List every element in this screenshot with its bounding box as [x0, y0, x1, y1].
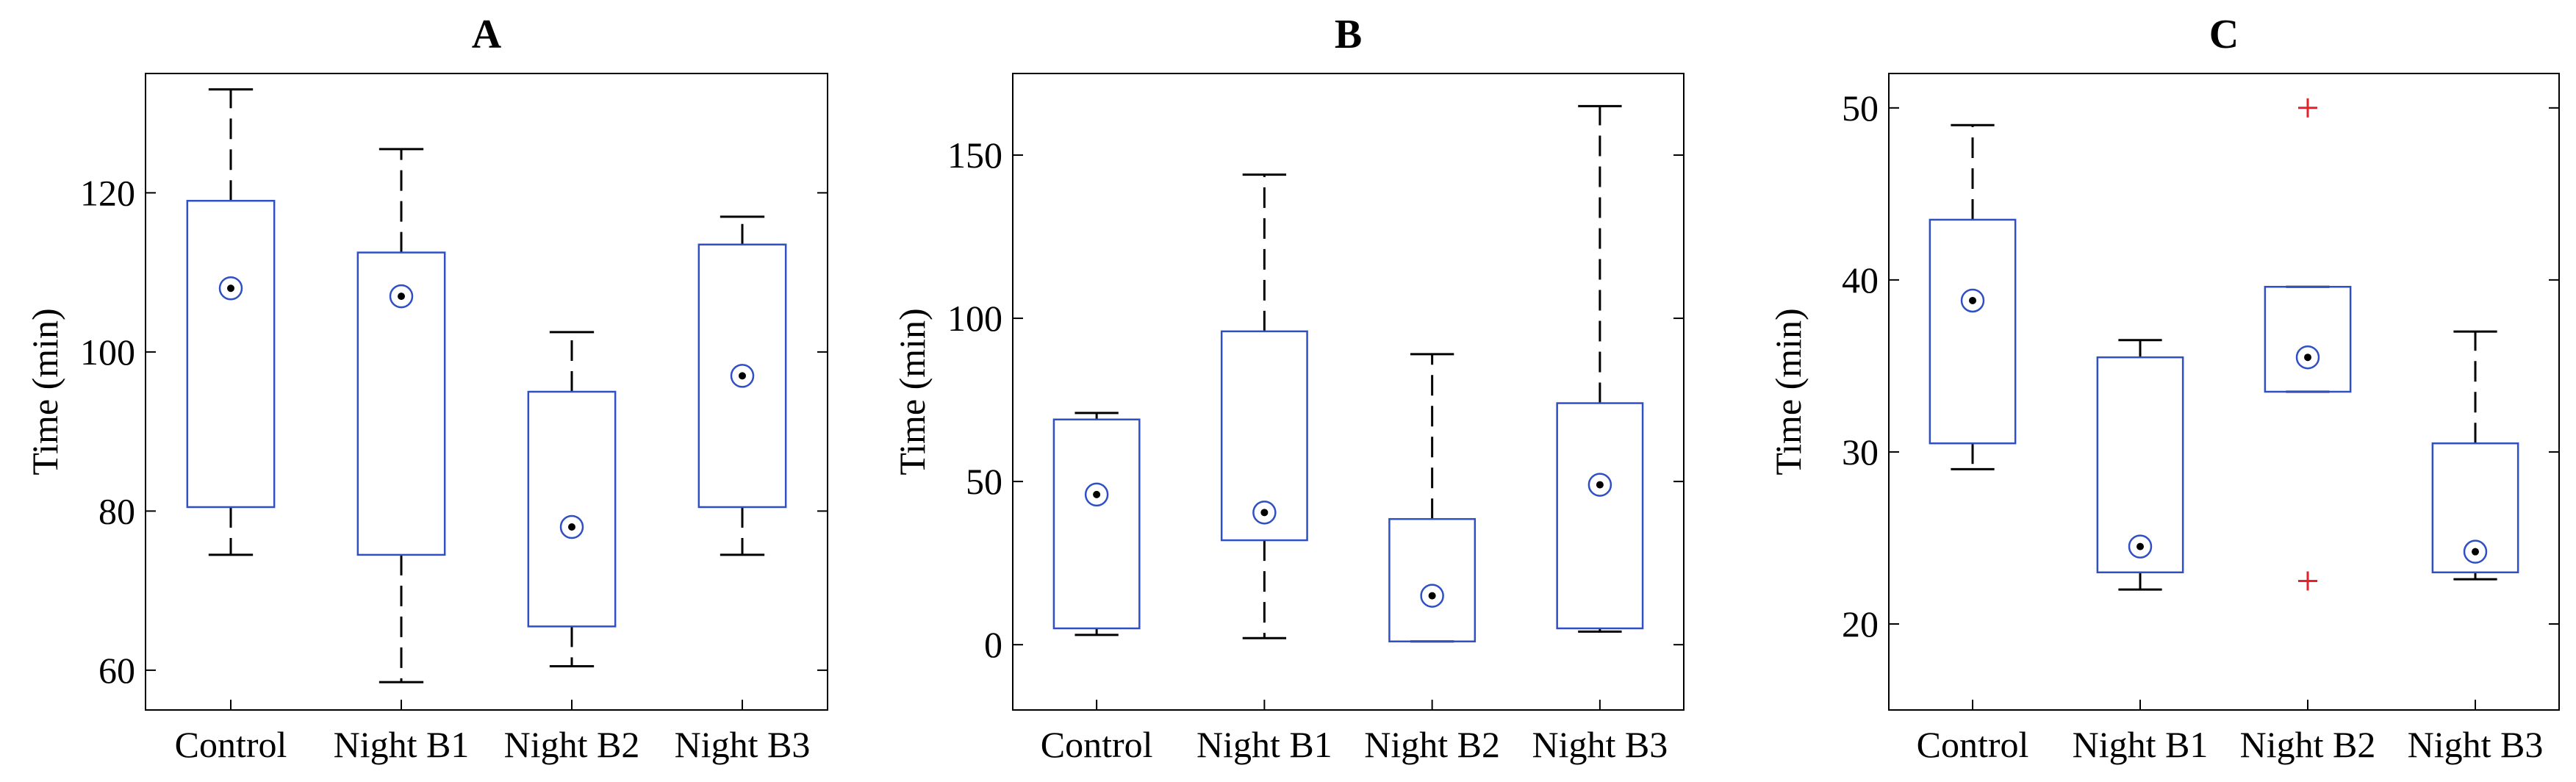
- box-control: [186, 88, 276, 556]
- panel-c: C Time (min) 20 30 40 50 Control Night B1 Night …: [1768, 12, 2560, 765]
- panel-a: A Time (min) 60 80 100 120 Control Night B1 Nigh…: [24, 12, 828, 765]
- iqr-box: [186, 199, 276, 509]
- iqr-box: [1220, 330, 1308, 542]
- panel-title: C: [2209, 12, 2239, 57]
- y-tick-label: 100: [80, 331, 135, 373]
- panel-title: B: [1335, 12, 1362, 57]
- iqr-box: [1052, 418, 1141, 630]
- iqr-box: [2096, 356, 2184, 574]
- iqr-box: [1556, 402, 1644, 630]
- median-dot: [1969, 296, 1976, 304]
- x-tick-label: Night B2: [2240, 724, 2376, 765]
- x-tick-label: Night B3: [2408, 724, 2544, 765]
- plot-area: [145, 73, 828, 711]
- outlier-marker: [2298, 571, 2317, 591]
- median-dot: [2304, 354, 2311, 362]
- y-tick-label: 0: [984, 624, 1002, 665]
- median-dot: [568, 523, 575, 531]
- panel-title: A: [472, 12, 502, 57]
- median-dot: [1260, 509, 1269, 517]
- x-tick-label: Night B2: [1364, 724, 1500, 765]
- y-axis-label: Time (min): [24, 308, 65, 475]
- plot-area: [1888, 73, 2560, 711]
- box-night-b3: [1556, 104, 1644, 633]
- box-night-b1: [356, 148, 446, 684]
- plot-area: [1012, 73, 1685, 711]
- x-tick-label: Control: [175, 724, 287, 765]
- median-dot: [1596, 481, 1604, 489]
- median-dot: [2472, 548, 2479, 556]
- y-tick-label: 30: [1842, 431, 1879, 473]
- median-dot: [2136, 542, 2144, 550]
- iqr-box: [2431, 442, 2519, 574]
- x-tick-label: Night B1: [334, 724, 470, 765]
- median-dot: [739, 372, 746, 380]
- iqr-box: [1388, 517, 1477, 642]
- box-night-b3: [2431, 330, 2519, 581]
- iqr-box: [356, 251, 446, 556]
- y-tick-label: 150: [947, 134, 1002, 176]
- y-tick-label: 120: [80, 172, 135, 213]
- y-axis-label: Time (min): [1768, 308, 1809, 475]
- box-night-b3: [697, 215, 787, 556]
- y-tick-label: 50: [1842, 87, 1879, 129]
- iqr-box: [2264, 285, 2352, 393]
- y-axis-label: Time (min): [891, 308, 933, 475]
- box-night-b2: [1388, 353, 1477, 643]
- median-dot: [227, 284, 234, 293]
- x-tick-label: Night B1: [1196, 724, 1332, 765]
- outlier-marker: [2298, 98, 2317, 118]
- x-tick-label: Night B3: [1532, 724, 1668, 765]
- x-tick-label: Night B1: [2073, 724, 2209, 765]
- panel-b: B Time (min) 0 50 100 150 Control Night B1 Night…: [891, 12, 1685, 765]
- y-tick-label: 80: [98, 490, 135, 531]
- y-tick-label: 50: [966, 461, 1002, 502]
- box-night-b2: [2264, 98, 2352, 591]
- median-dot: [398, 293, 405, 301]
- y-tick-label: 40: [1842, 259, 1879, 301]
- median-dot: [1428, 592, 1436, 600]
- iqr-box: [1929, 218, 2017, 445]
- y-tick-label: 100: [947, 298, 1002, 339]
- box-control: [1929, 123, 2017, 470]
- box-night-b1: [2096, 339, 2184, 591]
- y-tick-label: 20: [1842, 603, 1879, 645]
- box-night-b2: [527, 331, 617, 667]
- median-dot: [1093, 490, 1101, 498]
- box-control: [1052, 412, 1141, 636]
- x-tick-label: Night B2: [504, 724, 640, 765]
- y-tick-label: 60: [98, 650, 135, 691]
- x-tick-label: Control: [1041, 724, 1153, 765]
- box-night-b1: [1220, 173, 1308, 639]
- x-tick-label: Control: [1917, 724, 2029, 765]
- iqr-box: [527, 390, 617, 628]
- x-tick-label: Night B3: [675, 724, 811, 765]
- iqr-box: [697, 243, 787, 509]
